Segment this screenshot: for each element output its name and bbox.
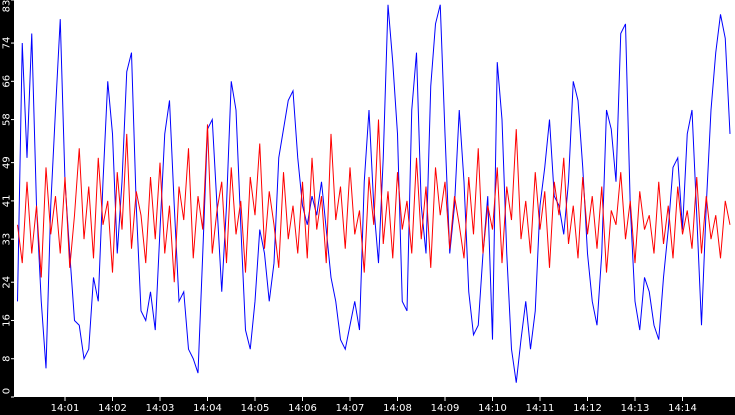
y-tick-label: 49	[2, 156, 13, 169]
x-tick-label: 14:09	[431, 403, 460, 414]
x-tick-label: 14:06	[288, 403, 317, 414]
y-axis-bar	[0, 0, 14, 415]
x-tick-label: 14:13	[621, 403, 650, 414]
y-tick-label: 33	[2, 233, 13, 246]
y-tick-label: 8	[2, 356, 13, 362]
x-tick-label: 14:02	[98, 403, 127, 414]
y-tick-label: 74	[2, 37, 13, 50]
x-axis-bar	[0, 397, 735, 415]
y-tick-label: 16	[2, 314, 13, 327]
series-line	[17, 4, 731, 383]
y-tick-label: 58	[2, 113, 13, 126]
x-tick-label: 14:10	[478, 403, 507, 414]
x-tick-label: 14:03	[146, 403, 175, 414]
x-tick-label: 14:04	[193, 403, 222, 414]
series-line	[17, 119, 731, 283]
y-tick-label: 41	[2, 195, 13, 208]
x-tick-label: 14:05	[241, 403, 270, 414]
y-tick-label: 0	[2, 388, 13, 394]
y-tick-label: 83	[2, 0, 13, 12]
x-tick-label: 14:01	[51, 403, 80, 414]
y-tick-label: 24	[2, 276, 13, 289]
x-tick-label: 14:12	[573, 403, 602, 414]
x-tick-label: 14:14	[668, 403, 697, 414]
y-tick-label: 66	[2, 75, 13, 88]
x-tick-label: 14:11	[526, 403, 555, 414]
x-tick-label: 14:08	[383, 403, 412, 414]
x-tick-label: 14:07	[336, 403, 365, 414]
